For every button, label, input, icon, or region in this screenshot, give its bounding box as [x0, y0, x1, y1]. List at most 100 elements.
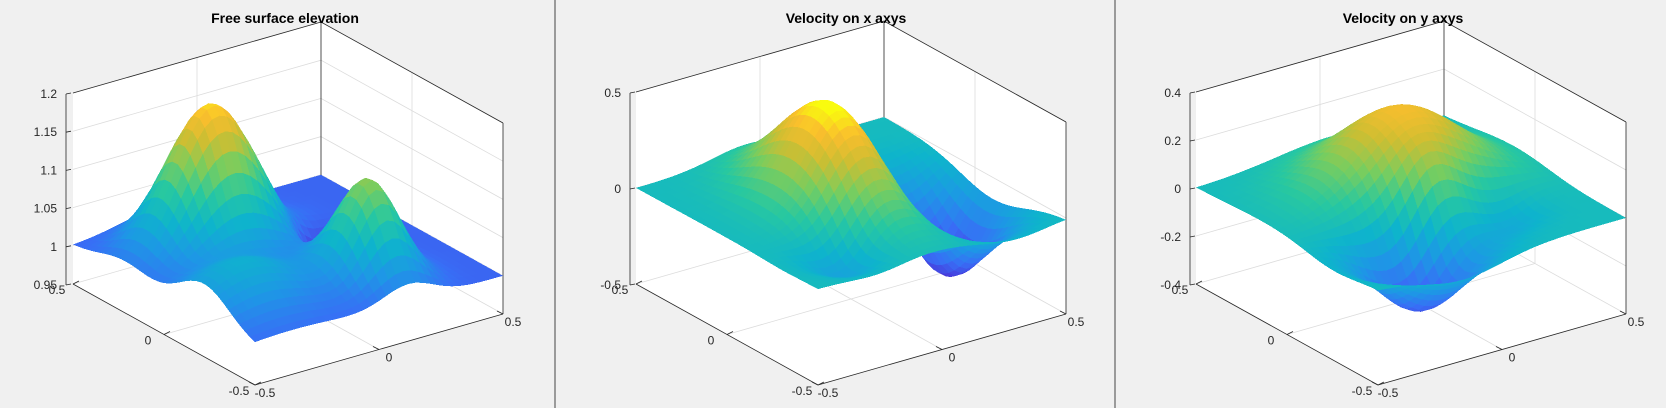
surface-patch	[774, 220, 787, 231]
surface-patch	[819, 131, 833, 151]
surface-patch	[221, 257, 235, 261]
surface-patch	[1569, 227, 1583, 233]
surface-patch	[263, 256, 277, 259]
surface-patch	[1504, 146, 1517, 152]
surface-patch	[308, 220, 322, 229]
surface-patch	[348, 281, 361, 297]
surface-plot-velocity-y[interactable]: -0.500.5-0.500.5-0.4-0.200.20.4Velocity …	[1116, 0, 1666, 408]
surface-patch	[1294, 202, 1308, 212]
surface-patch	[356, 186, 369, 208]
surface-patch	[1455, 123, 1468, 132]
surface-patch	[226, 116, 240, 137]
surface-patch	[1456, 280, 1470, 290]
surface-patch	[720, 217, 733, 224]
surface-patch	[847, 125, 860, 136]
surface-patch	[1499, 219, 1513, 228]
surface-patch	[723, 226, 737, 233]
surface-patch	[1533, 240, 1546, 246]
surface-patch	[323, 280, 336, 292]
surface-patch	[899, 145, 913, 154]
surface-patch	[1459, 256, 1472, 271]
surface-patch	[1490, 229, 1503, 236]
surface-patch	[267, 258, 280, 264]
surface-patch	[719, 156, 733, 163]
surface-patch	[1412, 178, 1426, 209]
surface-patch	[1355, 131, 1368, 143]
surface-patch	[780, 268, 794, 273]
surface-patch	[311, 301, 325, 310]
surface-patch	[1411, 285, 1424, 289]
surface-patch	[753, 251, 767, 257]
z-tick	[65, 130, 72, 133]
surface-patch	[1426, 109, 1439, 116]
surface-patch	[1372, 270, 1385, 284]
surface-patch	[1332, 246, 1345, 255]
surface-patch	[1537, 215, 1551, 222]
surface-patch	[949, 184, 963, 202]
surface-patch	[898, 234, 912, 245]
surface-plot-free-surface[interactable]: -0.500.5-0.500.50.9511.051.11.151.2Free …	[0, 0, 554, 408]
surface-patch	[1323, 219, 1337, 230]
surface-patch	[1447, 179, 1460, 197]
surface-patch	[1496, 199, 1509, 213]
surface-patch	[899, 182, 912, 196]
surface-patch	[225, 259, 238, 264]
surface-patch	[479, 266, 493, 272]
surface-patch	[379, 220, 393, 243]
surface-patch	[809, 270, 823, 275]
surface-patch	[1477, 135, 1490, 143]
surface-patch	[1283, 161, 1296, 167]
surface-patch	[1278, 193, 1292, 202]
surface-patch	[239, 136, 252, 162]
surface-patch	[184, 131, 198, 155]
surface-patch	[300, 245, 313, 253]
surface-patch	[188, 167, 201, 197]
surface-patch	[835, 239, 849, 259]
surface-patch	[193, 257, 206, 265]
surface-patch	[794, 208, 807, 225]
surface-patch	[266, 228, 279, 240]
surface-patch	[718, 199, 732, 208]
surface-patch	[659, 192, 672, 198]
surface-patch	[1546, 204, 1560, 211]
surface-patch	[708, 156, 722, 162]
surface-patch	[801, 279, 815, 284]
surface-patch	[1296, 193, 1310, 203]
surface-patch	[1316, 222, 1329, 233]
surface-patch	[1349, 171, 1362, 188]
surface-patch	[1026, 210, 1040, 217]
surface-patch	[1464, 261, 1478, 273]
surface-patch	[91, 241, 104, 247]
surface-patch	[796, 129, 810, 147]
surface-patch	[209, 260, 222, 265]
surface-patch	[286, 322, 299, 331]
surface-patch	[894, 253, 908, 261]
z-tick-label: 1.2	[40, 87, 57, 101]
surface-patch	[963, 219, 977, 239]
surface-patch	[1520, 242, 1534, 248]
surface-patch	[388, 205, 402, 228]
surface-patch	[1264, 203, 1277, 211]
surface-patch	[796, 190, 809, 209]
surface-patch	[332, 255, 345, 274]
surface-patch	[1015, 208, 1029, 217]
surface-patch	[690, 194, 703, 201]
surface-patch	[1494, 166, 1508, 177]
surface-patch	[743, 221, 757, 229]
surface-patch	[762, 141, 776, 155]
surface-patch	[748, 224, 762, 233]
surface-patch	[848, 239, 861, 258]
surface-patch	[915, 223, 928, 230]
surface-patch	[984, 246, 998, 257]
surface-patch	[288, 209, 302, 219]
surface-patch	[746, 232, 760, 239]
surface-patch	[746, 147, 760, 159]
surface-patch	[1400, 104, 1414, 106]
surface-patch	[135, 228, 149, 244]
surface-patch	[298, 210, 311, 216]
surface-patch	[1461, 183, 1475, 201]
surface-patch	[883, 160, 896, 170]
surface-patch	[937, 227, 950, 235]
y-tick	[635, 280, 643, 285]
